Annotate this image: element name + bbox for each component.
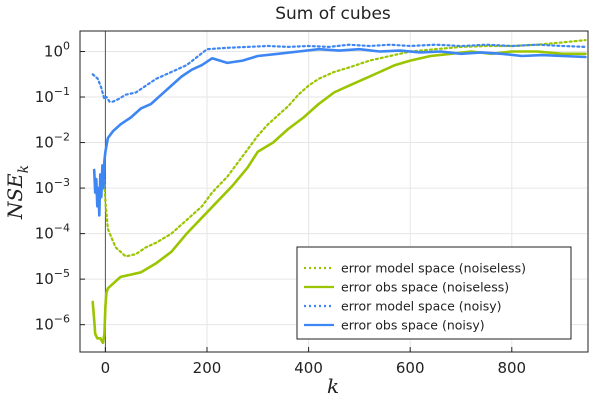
legend: error model space (noiseless) error obs s… xyxy=(296,246,572,340)
series-layer xyxy=(91,38,587,345)
x-tick-label: 200 xyxy=(193,359,222,377)
x-tick-label: 800 xyxy=(497,359,526,377)
y-tick-exponent: −5 xyxy=(54,267,70,280)
y-tick-exponent: −4 xyxy=(54,222,70,235)
y-tick-exponent: −6 xyxy=(54,313,70,326)
y-tick-label: 10−4 xyxy=(35,222,70,243)
y-tick-label: 10−6 xyxy=(35,313,70,334)
series-line-1 xyxy=(102,38,587,258)
legend-label: error obs space (noiseless) xyxy=(341,280,509,295)
chart-title: Sum of cubes xyxy=(275,4,391,24)
y-axis-label-group: NSEk xyxy=(3,165,32,220)
x-tick-label: 600 xyxy=(396,359,425,377)
y-axis-label-sub: k xyxy=(16,165,32,173)
x-axis-label: k xyxy=(327,374,339,398)
y-tick-base: 10 xyxy=(35,134,54,152)
series-line-4 xyxy=(92,47,587,217)
y-tick-base: 10 xyxy=(44,42,63,60)
legend-label: error model space (noiseless) xyxy=(341,261,526,276)
y-tick-label: 10−2 xyxy=(35,131,70,152)
plot-frame xyxy=(79,30,589,353)
legend-label: error model space (noisy) xyxy=(341,299,501,314)
x-tick-label: 400 xyxy=(294,359,323,377)
y-tick-label: 100 xyxy=(44,39,70,60)
y-tick-exponent: −3 xyxy=(54,176,70,189)
y-axis-label: NSEk xyxy=(3,165,32,220)
y-axis-label-main: NSE xyxy=(3,173,27,220)
legend-box xyxy=(296,246,572,340)
y-tick-base: 10 xyxy=(35,225,54,243)
y-tick-label: 10−5 xyxy=(35,267,70,288)
series-line-3 xyxy=(91,43,587,103)
x-tick-label: 0 xyxy=(101,359,111,377)
legend-label: error obs space (noisy) xyxy=(341,318,485,333)
y-tick-label: 10−3 xyxy=(35,176,70,197)
y-tick-base: 10 xyxy=(35,316,54,334)
y-tick-exponent: −2 xyxy=(54,131,70,144)
y-tick-label: 10−1 xyxy=(35,85,70,106)
y-tick-base: 10 xyxy=(35,179,54,197)
y-tick-base: 10 xyxy=(35,270,54,288)
y-tick-base: 10 xyxy=(35,88,54,106)
series-line-2 xyxy=(91,50,587,345)
y-tick-exponent: −1 xyxy=(54,85,70,98)
y-tick-exponent: 0 xyxy=(63,39,70,52)
